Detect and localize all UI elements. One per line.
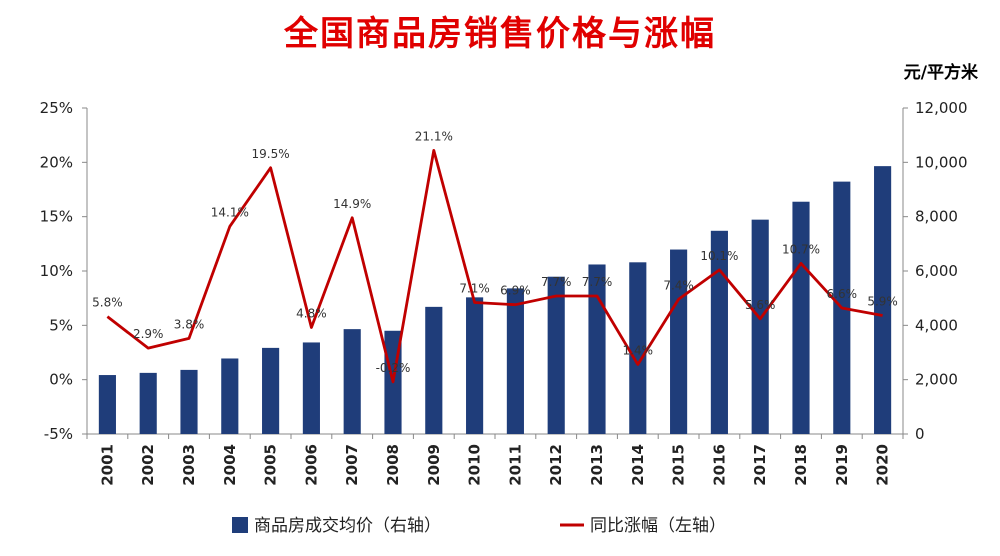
price-bar [506, 288, 524, 434]
price-bar [751, 219, 769, 434]
growth-rate-data-label: 2.9% [133, 327, 164, 341]
x-tick-label: 2004 [221, 444, 239, 486]
right-tick-label: 8,000 [915, 208, 958, 226]
left-tick-label: -5% [44, 425, 73, 443]
left-tick-label: 25% [40, 99, 73, 117]
growth-rate-data-label: -0.2% [376, 361, 411, 375]
right-tick-label: 12,000 [915, 99, 968, 117]
right-axis-unit-label: 元/平方米 [903, 63, 978, 83]
growth-rate-data-label: 6.9% [500, 284, 531, 298]
right-tick-label: 4,000 [915, 316, 958, 334]
growth-rate-data-label: 14.1% [211, 205, 249, 219]
left-tick-label: 5% [49, 316, 73, 334]
x-tick-label: 2017 [751, 444, 769, 486]
bar-series-group [98, 166, 892, 435]
x-tick-label: 2020 [874, 444, 892, 486]
price-bar [180, 369, 198, 434]
left-tick-label: 15% [40, 208, 73, 226]
x-tick-label: 2012 [547, 444, 565, 486]
left-tick-label: 10% [40, 262, 73, 280]
price-bar [425, 306, 443, 434]
growth-rate-data-label: 7.7% [582, 275, 613, 289]
price-bar [221, 358, 239, 434]
growth-rate-data-label: 7.4% [663, 278, 694, 292]
price-bar [302, 342, 320, 434]
price-bar [547, 276, 565, 434]
chart-title: 全国商品房销售价格与涨幅 [284, 14, 716, 54]
data-labels-group: 5.8% 2.9% 3.8% 14.1% 19.5% 4.8% 14.9% -0.2% 21.1… [92, 129, 898, 374]
price-bar [629, 262, 647, 434]
growth-rate-line [106, 148, 883, 384]
growth-rate-data-label: 7.1% [459, 282, 490, 296]
growth-rate-data-label: 19.5% [252, 147, 290, 161]
growth-rate-data-label: 7.7% [541, 275, 572, 289]
x-tick-label: 2015 [670, 444, 688, 486]
growth-rate-data-label: 14.9% [333, 197, 371, 211]
legend-line-label: 同比涨幅（左轴） [590, 516, 726, 536]
x-tick-label: 2011 [506, 444, 524, 486]
growth-rate-data-label: 5.9% [867, 295, 898, 309]
price-bar [139, 372, 157, 434]
line-series-group [106, 148, 883, 384]
price-bar [710, 230, 728, 434]
x-tick-label: 2008 [384, 444, 402, 486]
x-tick-label: 2010 [466, 444, 484, 486]
right-tick-label: 2,000 [915, 371, 958, 389]
price-bar [874, 166, 892, 435]
x-tick-label: 2007 [343, 444, 361, 486]
growth-rate-data-label: 21.1% [415, 129, 453, 143]
x-tick-label: 2014 [629, 444, 647, 486]
x-tick-label: 2013 [588, 444, 606, 486]
growth-rate-data-label: 5.6% [745, 298, 776, 312]
legend-bar-label: 商品房成交均价（右轴） [254, 516, 441, 536]
growth-rate-data-label: 1.4% [623, 343, 654, 357]
left-tick-label: 20% [40, 153, 73, 171]
right-tick-label: 6,000 [915, 262, 958, 280]
growth-rate-data-label: 6.6% [827, 287, 858, 301]
growth-rate-data-label: 3.8% [174, 317, 205, 331]
x-tick-label: 2006 [302, 444, 320, 486]
right-tick-label: 10,000 [915, 153, 968, 171]
price-bar [98, 375, 116, 434]
x-tick-label: 2003 [180, 444, 198, 486]
legend-bar-swatch [232, 517, 248, 533]
right-tick-label: 0 [915, 425, 925, 443]
price-bar [588, 264, 606, 434]
x-tick-label: 2005 [262, 444, 280, 486]
price-bar [262, 347, 280, 434]
legend: 商品房成交均价（右轴） 同比涨幅（左轴） [232, 516, 726, 536]
axes-group: -5% 0% 5% 10% 15% 20% 25% 0 2,000 4,000 6,000 8,000… [40, 99, 968, 486]
price-bar [466, 297, 484, 434]
growth-rate-data-label: 10.1% [700, 249, 738, 263]
x-tick-label: 2016 [710, 444, 728, 486]
growth-rate-data-label: 10.7% [782, 242, 820, 256]
price-bar [343, 329, 361, 434]
x-tick-label: 2001 [98, 444, 116, 486]
x-tick-label: 2009 [425, 444, 443, 486]
left-tick-label: 0% [49, 371, 73, 389]
price-bar [670, 249, 688, 434]
price-bar [792, 201, 810, 434]
growth-rate-data-label: 5.8% [92, 296, 123, 310]
x-tick-label: 2002 [139, 444, 157, 486]
growth-rate-data-label: 4.8% [296, 307, 327, 321]
x-tick-label: 2019 [833, 444, 851, 486]
x-tick-label: 2018 [792, 444, 810, 486]
